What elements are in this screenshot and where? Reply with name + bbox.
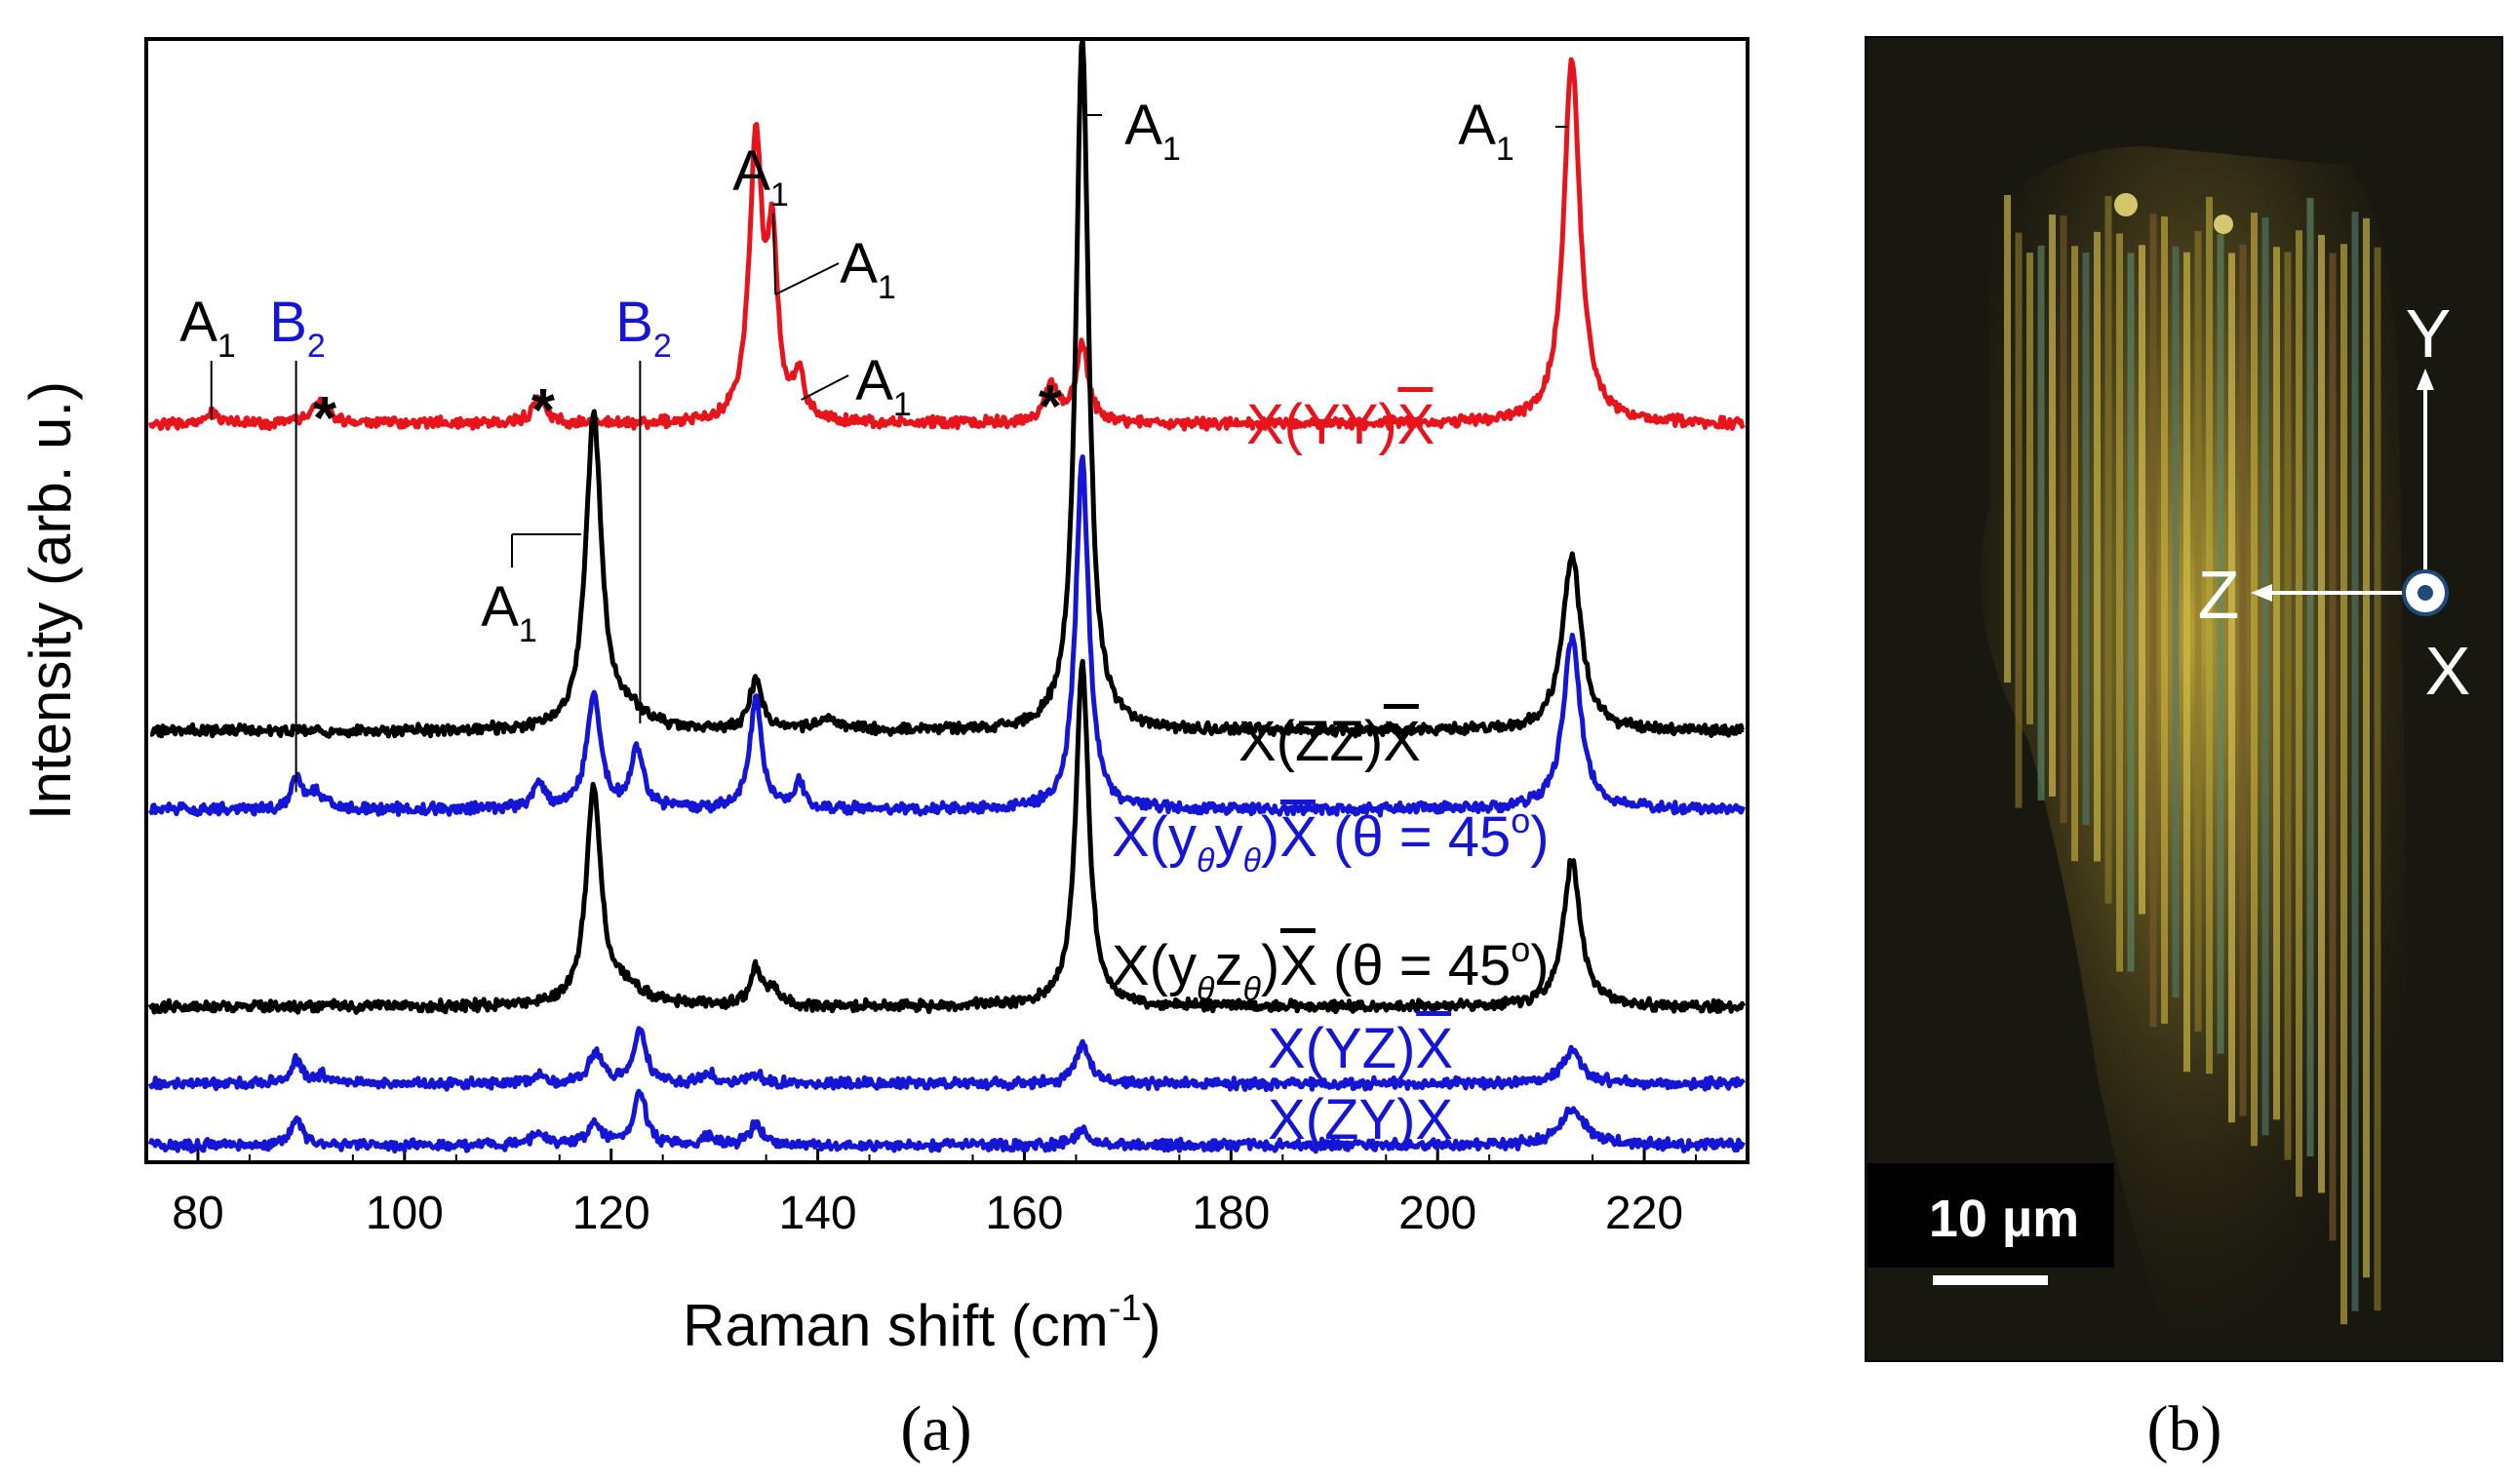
series-labels: X(YY)X X(ZZ)X X(YZ)X X(ZY)X X(yθyθ)X (θ = 45…: [1112, 387, 1550, 1152]
panel-b-label: (b): [2147, 1393, 2222, 1464]
mode-guide-line: [774, 262, 840, 295]
series-label: X(YZ)X: [1268, 1017, 1453, 1080]
panel-b: Y Z X 10 µm (b): [1865, 36, 2503, 1464]
mode-annotation: A1: [855, 349, 912, 423]
x-tick-label: 160: [985, 1188, 1063, 1239]
star-marker: *: [531, 377, 556, 445]
star-marker: *: [1039, 373, 1063, 441]
series-label: X(ZY)X: [1268, 1088, 1453, 1152]
axis-label-x: X: [2425, 633, 2471, 709]
panel-a-label: (a): [900, 1393, 971, 1464]
overbar: [1416, 1011, 1452, 1016]
mode-annotation: A1: [1458, 94, 1514, 168]
mode-annotation: A1: [481, 575, 537, 649]
x-tick-label: 180: [1192, 1188, 1270, 1239]
series-label: X(ZZ)X: [1238, 710, 1421, 773]
mode-annotation: A1: [179, 291, 236, 365]
mode-guide-line: [801, 374, 849, 401]
series-label: X(yθzθ)X (θ = 45o): [1112, 929, 1550, 1008]
spectrum-line: [147, 1088, 1746, 1154]
scale-bar: [1933, 1275, 2048, 1285]
x-tick-label: 140: [779, 1188, 857, 1239]
mode-guide-line: [772, 213, 777, 295]
crystal-axes: [2251, 369, 2449, 616]
axis-label-y: Y: [2406, 295, 2452, 371]
x-tick-label: 100: [366, 1188, 444, 1239]
x-axis-ticks: 80 100 120 140 160 180 200 220: [145, 1149, 1698, 1239]
x-tick-label: 80: [172, 1188, 223, 1239]
plot-frame: [144, 37, 1749, 1164]
mode-annotations: A1 B2 B2 A1 A1 A1 A1 A1 A1 * * *: [179, 94, 1514, 649]
mode-annotation: A1: [732, 139, 789, 214]
x-tick-label: 120: [572, 1188, 650, 1239]
mode-annotation: A1: [1124, 94, 1181, 168]
x-tick-label: 200: [1398, 1188, 1476, 1239]
y-axis-label: Intensity (arb. u.): [18, 381, 83, 820]
x-tick-label: 220: [1605, 1188, 1683, 1239]
spectrum-line: [147, 658, 1747, 1015]
mode-annotation: B2: [615, 291, 672, 365]
micrograph: [1865, 36, 2503, 1362]
mode-annotation: B2: [269, 291, 326, 365]
axis-label-z: Z: [2198, 557, 2240, 633]
series-label: X(YY)X: [1246, 393, 1435, 456]
mode-drop-lines: [210, 114, 1568, 793]
spectrum-line: [147, 454, 1747, 818]
mode-annotation: A1: [840, 232, 896, 306]
scale-bar-label: 10 µm: [1929, 1190, 2079, 1248]
x-axis-label: Raman shift (cm-1): [683, 1288, 1161, 1358]
scale-bar-box: [1867, 1163, 2114, 1268]
overbar: [1279, 928, 1316, 933]
series-label: X(yθyθ)X (θ = 45o): [1112, 801, 1550, 879]
spectra: [147, 39, 1747, 1154]
spectrum-line: [147, 1026, 1746, 1093]
overbar: [1279, 800, 1316, 804]
spectrum-line: [149, 39, 1745, 739]
star-marker: *: [313, 385, 337, 452]
overbar: [1416, 1082, 1452, 1087]
overbar: [1383, 704, 1419, 709]
overbar: [1397, 387, 1434, 392]
spectrum-line: [147, 57, 1746, 432]
